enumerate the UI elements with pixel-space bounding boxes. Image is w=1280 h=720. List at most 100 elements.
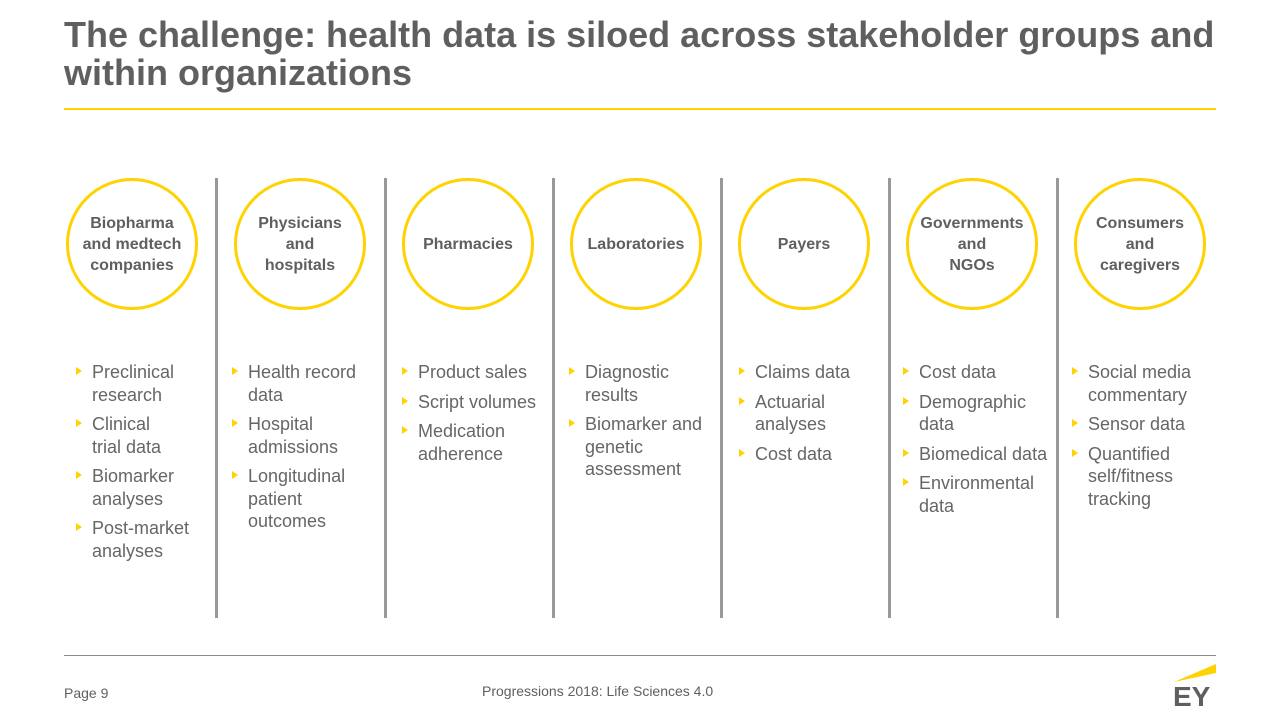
data-type-label: Environmental data [919,473,1035,516]
triangle-bullet-icon [739,396,745,405]
data-type-label: Actuarial analyses [755,391,827,435]
data-type-label: Sensor data [1088,414,1186,434]
triangle-bullet-icon [739,448,745,457]
stakeholder-circle: Consumers and caregivers [1074,178,1206,310]
data-type-list: Claims data Actuarial analyses Cost data [733,361,873,472]
data-type-item: Longitudinal patient outcomes [226,465,376,533]
data-type-label: Cost data [755,443,833,464]
stakeholder-heading: Biopharma and medtech companies [82,214,182,274]
data-type-item: Diagnostic results [563,361,713,406]
triangle-bullet-icon [569,367,575,375]
title-underline [64,108,1216,110]
triangle-bullet-icon [1072,419,1078,427]
data-type-item: Hospital admissions [226,413,376,458]
data-type-item: Post-market analyses [70,517,204,562]
data-type-list: Cost data Demographic data Biomedical data… [897,361,1051,524]
slide-title: The challenge: health data is siloed acr… [64,14,1215,93]
triangle-bullet-icon [76,471,82,479]
triangle-bullet-icon [903,478,909,486]
stakeholder-heading: Pharmacies [423,235,513,253]
ey-logo: EY [1173,664,1216,710]
data-type-label: Biomarker analyses [92,466,175,509]
data-type-item: Actuarial analyses [733,391,873,436]
data-type-label: Script volumes [418,391,537,412]
stakeholder-heading: Laboratories [587,235,685,253]
triangle-bullet-icon [76,419,82,427]
column-separator [215,178,218,618]
data-type-item: Social media commentary [1066,361,1216,406]
data-type-item: Biomedical data [897,443,1051,466]
stakeholder-circle: Pharmacies [402,178,534,310]
column-separator [1056,178,1059,618]
data-type-item: Biomarker and genetic assessment [563,413,713,481]
triangle-bullet-icon [739,367,745,375]
stakeholder-circle: Governments and NGOs [906,178,1038,310]
data-type-label: Preclinical research [92,362,175,405]
data-type-item: Demographic data [897,391,1051,436]
data-type-label: Hospital admissions [248,414,339,457]
triangle-bullet-icon [402,396,408,405]
stakeholder-circle: Biopharma and medtech companies [66,178,198,310]
data-type-item: Claims data [733,361,873,384]
triangle-bullet-icon [903,367,909,375]
data-type-label: Quantified self/fitness tracking [1088,443,1174,509]
data-type-list: Diagnostic results Biomarker and genetic … [563,361,713,488]
stakeholder-heading: Payers [777,235,831,253]
triangle-bullet-icon [232,471,238,479]
triangle-bullet-icon [402,367,408,375]
triangle-bullet-icon [569,419,575,427]
column-separator [888,178,891,618]
data-type-label: Product sales [418,362,528,382]
stakeholder-circle: Payers [738,178,870,310]
svg-text:EY: EY [1173,681,1211,710]
data-type-label: Biomarker and genetic assessment [585,414,703,479]
triangle-bullet-icon [76,523,82,531]
data-type-list: Preclinical research Clinical trial data B… [70,361,204,569]
stakeholder-circle: Physicians and hospitals [234,178,366,310]
column-separator [552,178,555,618]
data-type-item: Cost data [897,361,1051,384]
data-type-label: Clinical trial data [92,414,162,457]
data-type-item: Biomarker analyses [70,465,204,510]
data-type-item: Product sales [396,361,546,384]
data-type-label: Claims data [755,362,851,382]
triangle-bullet-icon [903,448,909,457]
data-type-label: Longitudinal patient outcomes [248,466,346,531]
column-separator [720,178,723,618]
data-type-item: Cost data [733,443,873,466]
data-type-list: Social media commentary Sensor data Quanti… [1066,361,1216,517]
data-type-label: Diagnostic results [585,362,670,405]
triangle-bullet-icon [76,367,82,375]
triangle-bullet-icon [232,419,238,427]
data-type-label: Health record data [248,362,357,405]
data-type-label: Post-market analyses [92,518,190,561]
page-number: Page 9 [64,685,109,701]
data-type-item: Health record data [226,361,376,406]
column-separator [384,178,387,618]
stakeholder-heading: Physicians and hospitals [258,214,342,274]
data-type-item: Sensor data [1066,413,1216,436]
triangle-bullet-icon [402,426,408,434]
publication-title: Progressions 2018: Life Sciences 4.0 [482,683,714,699]
data-type-label: Medication adherence [418,421,506,464]
data-type-item: Environmental data [897,472,1051,517]
triangle-bullet-icon [232,367,238,375]
data-type-item: Script volumes [396,391,546,414]
footer-divider [64,655,1216,656]
data-type-item: Clinical trial data [70,413,204,458]
data-type-item: Medication adherence [396,420,546,465]
stakeholder-heading: Consumers and caregivers [1095,214,1185,274]
data-type-list: Product sales Script volumes Medication ad… [396,361,546,472]
data-type-list: Health record data Hospital admissions Lon… [226,361,376,540]
stakeholder-heading: Governments and NGOs [920,214,1024,274]
triangle-bullet-icon [1072,367,1078,375]
data-type-item: Quantified self/fitness tracking [1066,443,1216,511]
data-type-label: Social media commentary [1088,362,1192,405]
stakeholder-circle: Laboratories [570,178,702,310]
data-type-item: Preclinical research [70,361,204,406]
triangle-bullet-icon [903,396,909,405]
data-type-label: Biomedical data [919,443,1048,464]
data-type-label: Cost data [919,362,997,382]
data-type-label: Demographic data [919,391,1027,435]
triangle-bullet-icon [1072,448,1078,457]
